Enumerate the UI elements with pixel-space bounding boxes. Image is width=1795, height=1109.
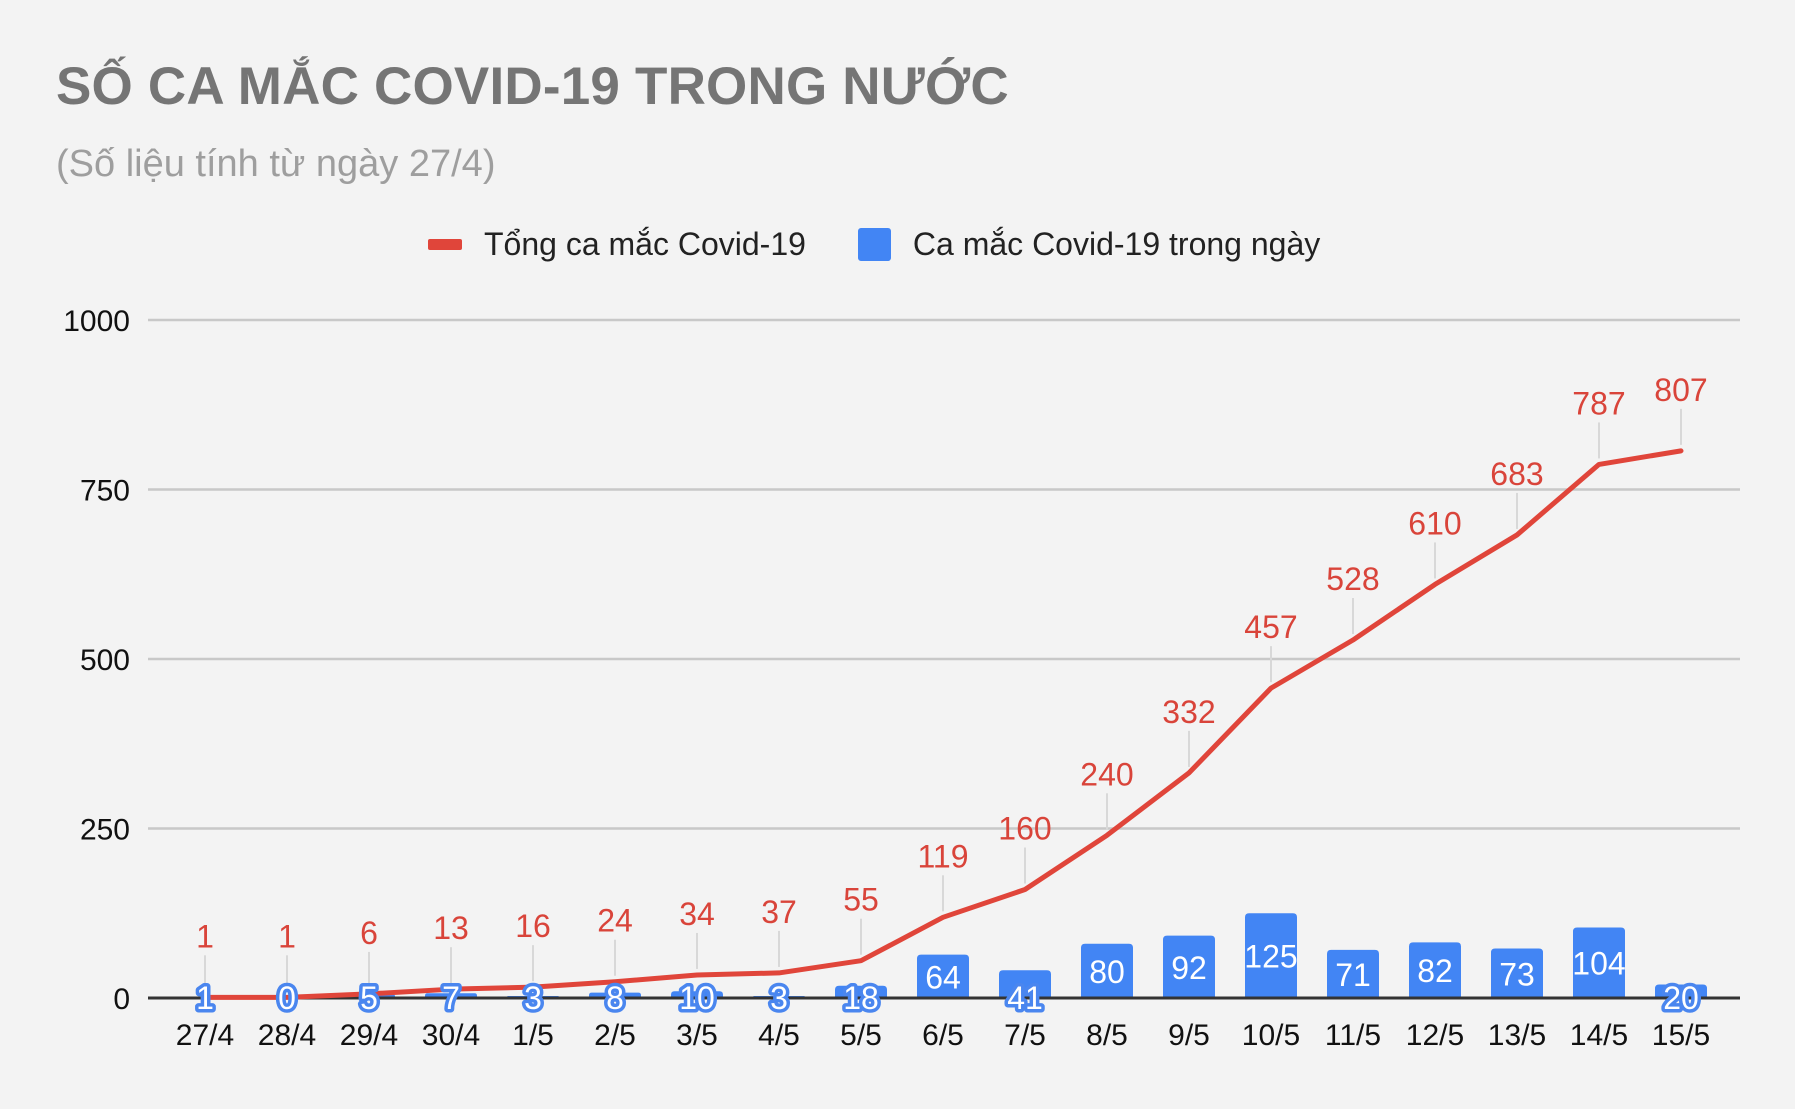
x-axis-labels: 27/4 28/4 29/4 30/4 1/5 2/5 3/5 4/5 5/5 6/5 7/5 8/5… bbox=[176, 1019, 1710, 1052]
bar bbox=[1655, 984, 1707, 998]
x-tick-label: 30/4 bbox=[422, 1019, 480, 1052]
bar-value-label: 7 bbox=[442, 980, 460, 1016]
bar-value-label: 8 bbox=[606, 980, 624, 1016]
bar bbox=[671, 991, 723, 998]
x-tick-label: 5/5 bbox=[840, 1019, 882, 1052]
bar bbox=[1245, 913, 1297, 998]
legend-item-daily: Ca mắc Covid-19 trong ngày bbox=[857, 225, 1321, 263]
bar-value-label: 41 bbox=[1007, 980, 1043, 1016]
bar-series bbox=[179, 913, 1707, 998]
y-axis-labels: 0 250 500 750 1000 bbox=[63, 305, 130, 1016]
x-tick-label: 8/5 bbox=[1086, 1019, 1128, 1052]
line-value-label: 457 bbox=[1244, 609, 1297, 645]
x-tick-label: 11/5 bbox=[1325, 1019, 1381, 1052]
bar-value-label: 82 bbox=[1417, 953, 1453, 989]
x-tick-label: 28/4 bbox=[258, 1019, 316, 1052]
line-value-labels: 1 1 6 13 16 24 34 37 551191602403324575286106837… bbox=[196, 372, 1708, 954]
x-tick-label: 9/5 bbox=[1168, 1019, 1210, 1052]
y-tick-label: 1000 bbox=[63, 305, 130, 338]
x-tick-label: 3/5 bbox=[676, 1019, 718, 1052]
line-value-label: 34 bbox=[679, 896, 715, 932]
bar-value-label: 125 bbox=[1244, 939, 1297, 975]
line-value-label: 610 bbox=[1408, 505, 1461, 541]
bar bbox=[1409, 942, 1461, 998]
bar bbox=[1491, 948, 1543, 998]
line-swatch-icon bbox=[428, 238, 462, 250]
bar bbox=[917, 954, 969, 998]
bar-value-label: 20 bbox=[1663, 980, 1699, 1016]
line-value-label: 37 bbox=[761, 894, 797, 930]
bar bbox=[999, 970, 1051, 998]
x-tick-label: 2/5 bbox=[594, 1019, 636, 1052]
bar-swatch-icon bbox=[857, 227, 891, 261]
bar-value-label: 80 bbox=[1089, 954, 1125, 990]
line-value-label: 683 bbox=[1490, 456, 1543, 492]
line-value-label: 119 bbox=[917, 838, 968, 874]
line-value-label: 332 bbox=[1162, 694, 1215, 730]
bar-value-label: 18 bbox=[843, 980, 879, 1016]
line-label-leaders bbox=[204, 408, 1682, 992]
line-series bbox=[202, 448, 1684, 1000]
x-tick-label: 27/4 bbox=[176, 1019, 234, 1052]
x-tick-label: 10/5 bbox=[1242, 1019, 1300, 1052]
bar-value-label: 73 bbox=[1499, 956, 1535, 992]
bar bbox=[1327, 949, 1379, 998]
chart-legend: Tổng ca mắc Covid-19 Ca mắc Covid-19 tro… bbox=[428, 224, 1320, 264]
x-tick-label: 12/5 bbox=[1406, 1019, 1464, 1052]
legend-label-daily: Ca mắc Covid-19 trong ngày bbox=[912, 225, 1321, 262]
y-tick-label: 750 bbox=[80, 475, 130, 508]
chart-title: SỐ CA MẮC COVID-19 TRONG NƯỚC bbox=[56, 57, 1009, 116]
bar-value-label: 3 bbox=[524, 980, 542, 1016]
line-value-label: 16 bbox=[515, 908, 551, 944]
x-tick-label: 15/5 bbox=[1652, 1019, 1710, 1052]
line-value-label: 55 bbox=[843, 882, 879, 918]
bar bbox=[1163, 935, 1215, 998]
line-value-label: 528 bbox=[1326, 561, 1379, 597]
bar bbox=[1573, 927, 1625, 998]
bar-value-label: 64 bbox=[925, 959, 961, 995]
bar-value-label: 3 bbox=[770, 980, 788, 1016]
chart-subtitle: (Số liệu tính từ ngày 27/4) bbox=[56, 143, 496, 185]
bar bbox=[835, 985, 887, 998]
bar-value-label: 71 bbox=[1335, 957, 1371, 993]
y-tick-label: 0 bbox=[113, 983, 130, 1016]
total-cases-line bbox=[202, 448, 1684, 1000]
x-tick-label: 14/5 bbox=[1570, 1019, 1628, 1052]
line-value-label: 160 bbox=[998, 811, 1051, 847]
line-value-label: 240 bbox=[1080, 756, 1133, 792]
line-value-label: 1 bbox=[278, 918, 296, 954]
bar-value-label: 0 bbox=[278, 980, 296, 1016]
bar-value-label: 1 bbox=[196, 980, 214, 1016]
bar-value-label: 104 bbox=[1572, 946, 1625, 982]
bar-value-label: 10 bbox=[679, 980, 715, 1016]
y-tick-label: 500 bbox=[80, 644, 130, 677]
bar bbox=[1081, 943, 1133, 998]
line-value-label: 807 bbox=[1654, 372, 1707, 408]
line-value-label: 24 bbox=[597, 903, 633, 939]
legend-label-total: Tổng ca mắc Covid-19 bbox=[484, 225, 806, 262]
x-tick-label: 29/4 bbox=[340, 1019, 398, 1052]
x-tick-label: 7/5 bbox=[1004, 1019, 1046, 1052]
line-value-label: 1 bbox=[196, 918, 214, 954]
line-value-label: 13 bbox=[433, 910, 469, 946]
line-value-label: 787 bbox=[1572, 385, 1625, 421]
y-tick-label: 250 bbox=[80, 814, 130, 847]
gridlines bbox=[148, 318, 1740, 830]
x-tick-label: 13/5 bbox=[1488, 1019, 1546, 1052]
x-tick-label: 1/5 bbox=[512, 1019, 554, 1052]
bar-value-label: 92 bbox=[1171, 950, 1207, 986]
x-tick-label: 4/5 bbox=[758, 1019, 800, 1052]
bar-value-label: 5 bbox=[360, 980, 378, 1016]
line-value-label: 6 bbox=[360, 915, 378, 951]
x-tick-label: 6/5 bbox=[922, 1019, 964, 1052]
legend-item-total: Tổng ca mắc Covid-19 bbox=[428, 226, 806, 263]
